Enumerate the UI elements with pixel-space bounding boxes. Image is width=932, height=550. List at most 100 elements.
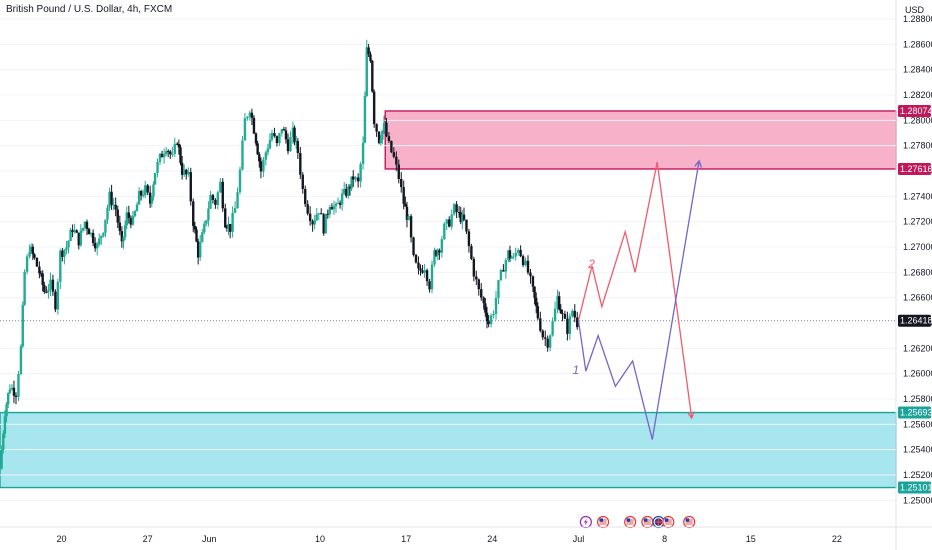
flag-canton <box>643 518 648 522</box>
candle-body <box>455 204 458 213</box>
candle-body <box>571 310 574 317</box>
y-tick-label: 1.27800 <box>903 141 932 151</box>
candle-body <box>29 246 33 252</box>
candle-body <box>295 141 298 143</box>
candle-body <box>28 251 31 257</box>
us-flag-icon <box>596 515 610 529</box>
candle-body <box>51 279 55 292</box>
candle-body <box>7 392 10 405</box>
chart-title: British Pound / U.S. Dollar, 4h, FXCM <box>6 4 173 15</box>
candle-body <box>535 297 538 307</box>
candle-body <box>475 276 478 280</box>
candle-body <box>317 213 320 215</box>
us-flag-icon <box>641 515 654 529</box>
candle-body <box>41 273 44 286</box>
candle-body <box>75 230 78 233</box>
candle-body <box>179 147 182 163</box>
candle-body <box>340 193 344 205</box>
candle-body <box>472 258 476 277</box>
y-tick-label: 1.28200 <box>903 90 932 100</box>
candle-body <box>221 181 224 209</box>
candle-body <box>306 204 309 214</box>
x-tick-label: Jul <box>573 534 585 544</box>
candle-body <box>173 143 176 154</box>
candle-body <box>461 214 464 223</box>
flag-canton <box>664 518 669 522</box>
candle-body <box>395 156 398 165</box>
flag-canton <box>626 518 631 522</box>
candle-body <box>189 172 192 202</box>
candle-body <box>183 169 186 175</box>
candle-body <box>343 188 346 194</box>
candle-body <box>236 192 239 209</box>
candle-body <box>266 148 270 153</box>
candle-body <box>494 298 498 315</box>
scenario-arrowhead-1 <box>694 159 702 168</box>
candle-body <box>497 280 500 299</box>
candle-body <box>65 247 68 250</box>
candle-body <box>158 153 162 162</box>
candle-body <box>250 112 254 118</box>
candle-body <box>177 144 181 148</box>
candle-body <box>108 191 111 208</box>
candle-body <box>8 389 12 393</box>
y-tick-label: 1.26200 <box>903 343 932 353</box>
candle-body <box>404 203 407 207</box>
candle-body <box>546 338 549 348</box>
supply-zone <box>384 110 897 170</box>
candle-body <box>171 153 174 155</box>
candle-body <box>118 222 121 232</box>
x-tick-label: 27 <box>143 534 153 544</box>
x-tick-label: 17 <box>401 534 411 544</box>
candle-body <box>273 133 276 137</box>
candle-body <box>73 230 76 232</box>
candle-body <box>425 270 429 282</box>
candle-body <box>359 163 362 182</box>
candle-body <box>54 291 57 310</box>
candle-body <box>43 285 46 292</box>
candle-body <box>67 241 70 248</box>
candle-body <box>313 220 316 225</box>
candle-body <box>539 318 542 331</box>
candle-body <box>47 289 50 293</box>
candle-body <box>112 204 115 206</box>
candle-body <box>423 270 426 273</box>
x-tick-label: 10 <box>315 534 325 544</box>
candle-body <box>459 212 462 223</box>
candle-body <box>275 136 279 144</box>
candle-body <box>227 223 230 229</box>
candle-body <box>377 131 381 144</box>
candle-body <box>556 296 559 309</box>
candle-body <box>457 212 461 214</box>
candle-body <box>382 122 386 131</box>
x-tick-label: 15 <box>746 534 756 544</box>
candle-body <box>123 225 127 238</box>
supply-bottom-badge-label: 1.27616 <box>900 164 932 174</box>
currency-label[interactable]: USD <box>905 5 925 15</box>
candle-body <box>452 204 456 215</box>
candle-body <box>185 169 188 175</box>
candle-body <box>568 316 572 334</box>
y-tick-label: 1.28400 <box>903 65 932 75</box>
x-tick-label: 8 <box>662 534 667 544</box>
candle-body <box>385 122 388 137</box>
demand-top-badge <box>898 406 931 419</box>
candle-body <box>278 133 281 144</box>
candle-body <box>315 214 318 221</box>
candle-body <box>231 212 234 232</box>
x-tick-label: 20 <box>57 534 67 544</box>
scenario-arrowhead-2 <box>687 411 695 420</box>
candle-body <box>31 246 35 255</box>
y-tick-label: 1.26000 <box>903 369 932 379</box>
candle-body <box>512 256 515 258</box>
candle-body <box>10 387 14 390</box>
candle-body <box>127 212 131 219</box>
candle-body <box>224 208 227 228</box>
demand-bottom-badge-label: 1.25101 <box>900 483 932 493</box>
candle-body <box>219 181 222 193</box>
candle-body <box>17 374 20 397</box>
candle-body <box>428 281 431 290</box>
candle-body <box>361 142 365 164</box>
candle-body <box>430 264 434 290</box>
